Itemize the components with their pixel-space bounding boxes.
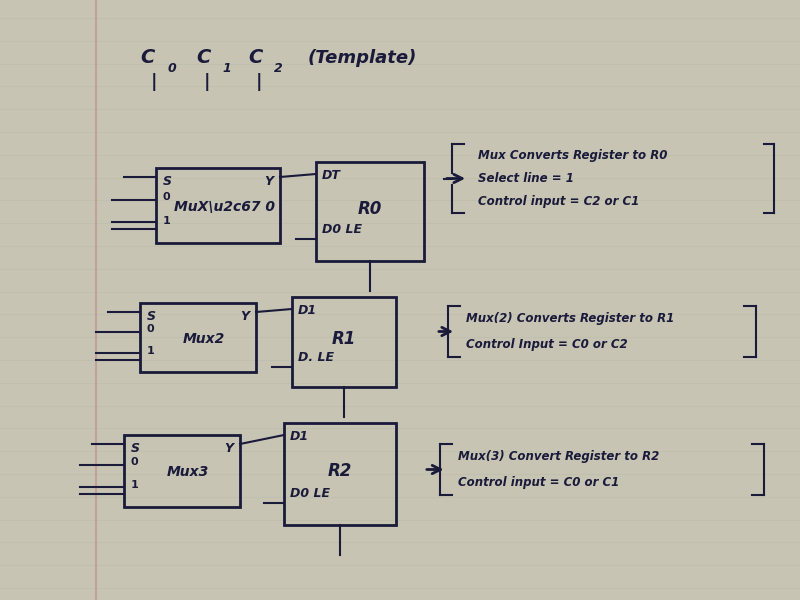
Text: 0: 0 [130,457,138,467]
Text: Y: Y [265,175,274,188]
Text: Y: Y [241,310,250,323]
Text: D1: D1 [298,304,317,317]
Text: D0 LE: D0 LE [290,487,330,500]
Text: DT: DT [322,169,341,182]
Text: D0 LE: D0 LE [322,223,362,236]
Text: |: | [150,73,157,91]
Text: D. LE: D. LE [298,351,334,364]
Text: 1: 1 [130,481,138,490]
Text: C: C [196,48,210,67]
Text: 0: 0 [168,62,177,75]
Text: Y: Y [225,442,234,455]
Text: 0: 0 [162,191,170,202]
Text: R0: R0 [358,200,382,218]
Text: Control Input = C0 or C2: Control Input = C0 or C2 [466,338,628,351]
Text: R1: R1 [332,330,356,348]
Text: Mux(2) Converts Register to R1: Mux(2) Converts Register to R1 [466,312,674,325]
Text: |: | [204,73,210,91]
Text: S: S [130,442,139,455]
Text: C: C [140,48,154,67]
Text: Mux(3) Convert Register to R2: Mux(3) Convert Register to R2 [458,450,660,463]
Text: Mux3: Mux3 [166,466,209,479]
Text: 0: 0 [146,324,154,334]
Text: Mux2: Mux2 [182,332,225,346]
Text: Mux Converts Register to R0: Mux Converts Register to R0 [478,149,668,162]
Text: Select line = 1: Select line = 1 [478,172,574,185]
Text: Control input = C2 or C1: Control input = C2 or C1 [478,195,640,208]
Text: 1: 1 [162,215,170,226]
Text: C: C [248,48,262,67]
Text: R2: R2 [328,462,352,480]
Text: D1: D1 [290,430,309,443]
Text: MuX\u2c67 0: MuX\u2c67 0 [174,200,274,214]
Text: S: S [146,310,155,323]
Text: 1: 1 [222,62,231,75]
Text: (Template): (Template) [308,49,418,67]
Text: |: | [256,73,262,91]
Text: S: S [162,175,171,188]
Text: 2: 2 [274,62,283,75]
Text: Control input = C0 or C1: Control input = C0 or C1 [458,476,620,489]
Text: 1: 1 [146,346,154,356]
